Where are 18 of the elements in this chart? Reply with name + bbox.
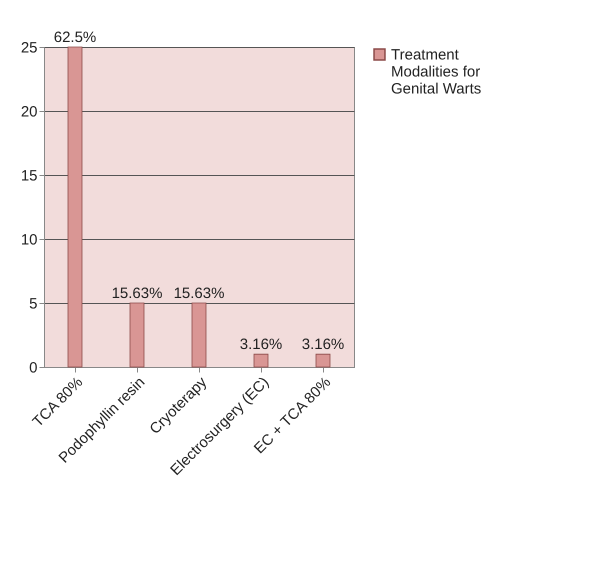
legend-label: Treatment Modalities for Genital Warts — [391, 46, 482, 98]
text: 3.16% — [240, 336, 282, 354]
y-tick-label: 0 — [29, 360, 38, 376]
y-tick-label: 10 — [20, 232, 38, 248]
y-tick-label: 25 — [20, 40, 38, 56]
bar — [254, 354, 268, 368]
bar — [68, 46, 82, 368]
text: 15.63% — [112, 285, 162, 302]
text: 62.5% — [54, 29, 96, 46]
y-tick-label: 15 — [20, 168, 38, 184]
text: 15.63% — [174, 285, 224, 302]
bar — [192, 302, 206, 368]
bar — [316, 354, 330, 368]
x-tick-label: TCA 80% — [29, 374, 86, 431]
y-tick-label: 5 — [29, 296, 38, 312]
y-tick-label: 20 — [20, 104, 38, 120]
bar — [130, 302, 144, 368]
text: 3.16% — [302, 336, 344, 354]
